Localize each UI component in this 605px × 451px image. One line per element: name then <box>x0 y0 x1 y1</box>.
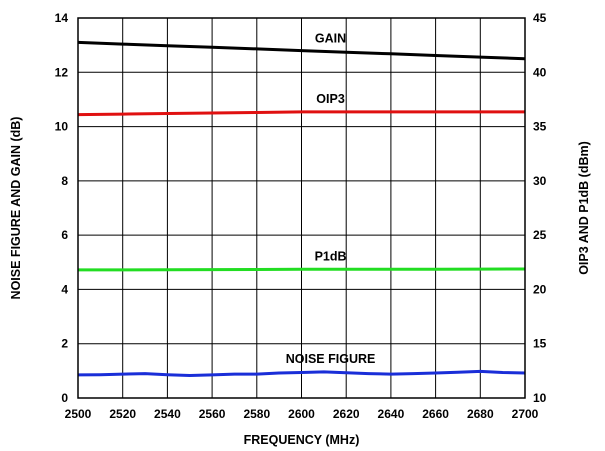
y-left-tick-labels: 0 2 4 6 8 10 12 14 <box>55 11 69 405</box>
x-tick-label: 2640 <box>378 407 405 421</box>
y-right-tick-label: 40 <box>533 65 547 79</box>
x-tick-label: 2520 <box>109 407 136 421</box>
x-tick-label: 2540 <box>154 407 181 421</box>
series-labels: GAIN OIP3 P1dB NOISE FIGURE <box>286 32 376 367</box>
y-left-axis-title: NOISE FIGURE AND GAIN (dB) <box>9 117 23 300</box>
y-left-tick-label: 10 <box>55 120 69 134</box>
y-right-tick-label: 10 <box>533 391 547 405</box>
x-tick-labels: 2500 2520 2540 2560 2580 2600 2620 2640 2660 2680… <box>65 407 539 421</box>
y-right-tick-label: 45 <box>533 11 547 25</box>
y-left-tick-label: 8 <box>61 174 68 188</box>
x-tick-label: 2660 <box>422 407 449 421</box>
y-right-tick-label: 35 <box>533 120 547 134</box>
series-line-gain <box>77 40 526 61</box>
plot-area-frame <box>77 17 526 399</box>
series-lines <box>77 40 526 377</box>
x-tick-label: 2600 <box>288 407 315 421</box>
y-left-tick-label: 2 <box>61 337 68 351</box>
grid <box>77 17 526 399</box>
y-left-tick-label: 14 <box>55 11 69 25</box>
x-tick-label: 2700 <box>512 407 539 421</box>
series-line-noise-figure <box>77 369 526 377</box>
y-right-tick-labels: 10 15 20 25 30 35 40 45 <box>533 11 547 405</box>
series-label-noise-figure: NOISE FIGURE <box>286 352 376 366</box>
y-left-tick-label: 6 <box>61 228 68 242</box>
x-tick-label: 2680 <box>467 407 494 421</box>
y-right-tick-label: 30 <box>533 174 547 188</box>
x-axis-title: FREQUENCY (MHz) <box>244 433 360 447</box>
y-right-axis-title: OIP3 AND P1dB (dBm) <box>577 141 591 275</box>
series-label-gain: GAIN <box>315 32 346 46</box>
x-tick-label: 2580 <box>243 407 270 421</box>
y-right-tick-label: 15 <box>533 337 547 351</box>
y-right-tick-label: 25 <box>533 228 547 242</box>
y-left-tick-label: 12 <box>55 65 69 79</box>
series-line-oip3 <box>77 110 525 117</box>
series-label-p1db: P1dB <box>315 249 347 263</box>
y-right-tick-label: 20 <box>533 282 547 296</box>
series-line-p1db <box>78 267 526 272</box>
y-left-tick-label: 4 <box>61 282 68 296</box>
x-tick-label: 2620 <box>333 407 360 421</box>
x-tick-label: 2560 <box>199 407 226 421</box>
x-tick-label: 2500 <box>65 407 92 421</box>
y-left-tick-label: 0 <box>61 391 68 405</box>
series-label-oip3: OIP3 <box>316 92 345 106</box>
